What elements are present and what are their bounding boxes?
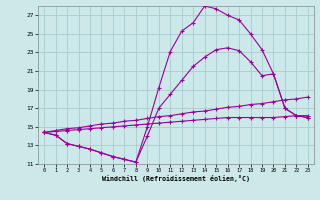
X-axis label: Windchill (Refroidissement éolien,°C): Windchill (Refroidissement éolien,°C) <box>102 175 250 182</box>
